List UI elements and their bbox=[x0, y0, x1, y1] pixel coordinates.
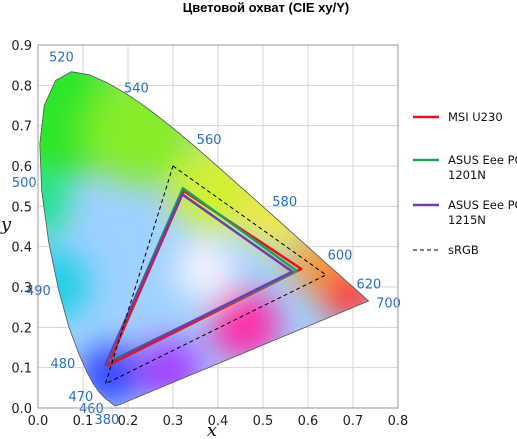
gamut-msi-u230 bbox=[106, 189, 303, 367]
x-axis-title: x bbox=[207, 420, 217, 439]
y-tick-label: 0.6 bbox=[11, 160, 32, 175]
wavelength-label: 520 bbox=[49, 51, 74, 66]
y-tick-label: 0.4 bbox=[11, 241, 32, 256]
axes: 0.0 0.1 0.2 0.3 0.4 0.5 0.6 0.7 0.8 0.0 0.1 0.2 0.3 0… bbox=[11, 39, 408, 429]
legend-item: ASUS Eee PC 1215N bbox=[413, 198, 517, 227]
wavelength-label: 560 bbox=[197, 133, 222, 148]
legend-item: sRGB bbox=[413, 243, 479, 257]
wavelength-label: 580 bbox=[272, 195, 297, 210]
wavelength-label: 700 bbox=[376, 296, 401, 311]
x-tick-label: 0.0 bbox=[28, 414, 49, 429]
y-axis-title: y bbox=[0, 214, 12, 235]
gamut-asus-eee-pc-1215n bbox=[104, 192, 294, 366]
wavelength-label: 460 bbox=[79, 402, 104, 417]
x-tick-label: 0.1 bbox=[73, 414, 94, 429]
gamut-srgb bbox=[105, 165, 327, 385]
x-tick-label: 0.6 bbox=[298, 414, 319, 429]
legend-label: ASUS Eee PC 1215N bbox=[448, 198, 517, 227]
x-tick-label: 0.8 bbox=[388, 414, 409, 429]
wavelength-label: 480 bbox=[50, 357, 75, 372]
wavelength-label: 600 bbox=[328, 249, 353, 264]
legend-item: ASUS Eee PC 1201N bbox=[413, 153, 517, 182]
y-tick-label: 0.5 bbox=[11, 200, 32, 215]
x-tick-label: 0.5 bbox=[253, 414, 274, 429]
wavelength-label: 380 bbox=[94, 413, 119, 428]
x-tick-label: 0.2 bbox=[118, 414, 139, 429]
legend-label: MSI U230 bbox=[448, 110, 503, 124]
legend-label: sRGB bbox=[448, 243, 479, 257]
spectral-locus-outline bbox=[39, 71, 370, 407]
wavelength-label: 500 bbox=[12, 176, 37, 191]
x-tick-label: 0.7 bbox=[343, 414, 364, 429]
legend: MSI U230 ASUS Eee PC 1201N ASUS Eee PC 1215N… bbox=[413, 110, 517, 257]
wavelength-label: 620 bbox=[356, 278, 381, 293]
plot-frame bbox=[37, 44, 399, 409]
y-tick-label: 0.8 bbox=[11, 79, 32, 94]
y-tick-label: 0.2 bbox=[11, 321, 32, 336]
y-tick-label: 0.9 bbox=[11, 39, 32, 54]
x-tick-label: 0.3 bbox=[163, 414, 184, 429]
y-tick-label: 0.3 bbox=[11, 281, 32, 296]
legend-label: ASUS Eee PC 1201N bbox=[448, 153, 517, 182]
y-tick-label: 0.1 bbox=[11, 362, 32, 377]
wavelength-label: 540 bbox=[124, 81, 149, 96]
x-tick-label: 0.4 bbox=[208, 414, 229, 429]
gamut-triangles bbox=[104, 165, 327, 385]
y-tick-label: 0.7 bbox=[11, 120, 32, 135]
chart-title: Цветовой охват (CIE xy/Y) bbox=[183, 0, 349, 15]
y-tick-label: 0.0 bbox=[11, 402, 32, 417]
legend-item: MSI U230 bbox=[413, 110, 503, 124]
wavelength-label: 470 bbox=[68, 390, 93, 405]
